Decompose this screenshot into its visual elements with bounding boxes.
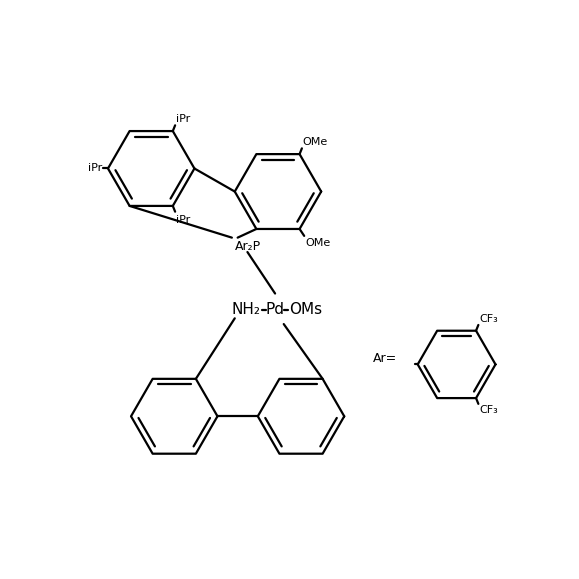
Text: OMe: OMe bbox=[305, 237, 331, 248]
Text: NH₂: NH₂ bbox=[232, 302, 261, 317]
Text: iPr: iPr bbox=[88, 163, 102, 174]
Text: CF₃: CF₃ bbox=[479, 405, 498, 415]
Text: Ar₂P: Ar₂P bbox=[234, 240, 261, 253]
Text: Ar=: Ar= bbox=[373, 352, 398, 365]
Text: OMe: OMe bbox=[302, 137, 328, 147]
Text: iPr: iPr bbox=[175, 114, 190, 124]
Text: iPr: iPr bbox=[175, 215, 190, 225]
Text: OMs: OMs bbox=[290, 302, 323, 317]
Text: CF₃: CF₃ bbox=[479, 314, 498, 324]
Text: Pd: Pd bbox=[266, 302, 285, 317]
